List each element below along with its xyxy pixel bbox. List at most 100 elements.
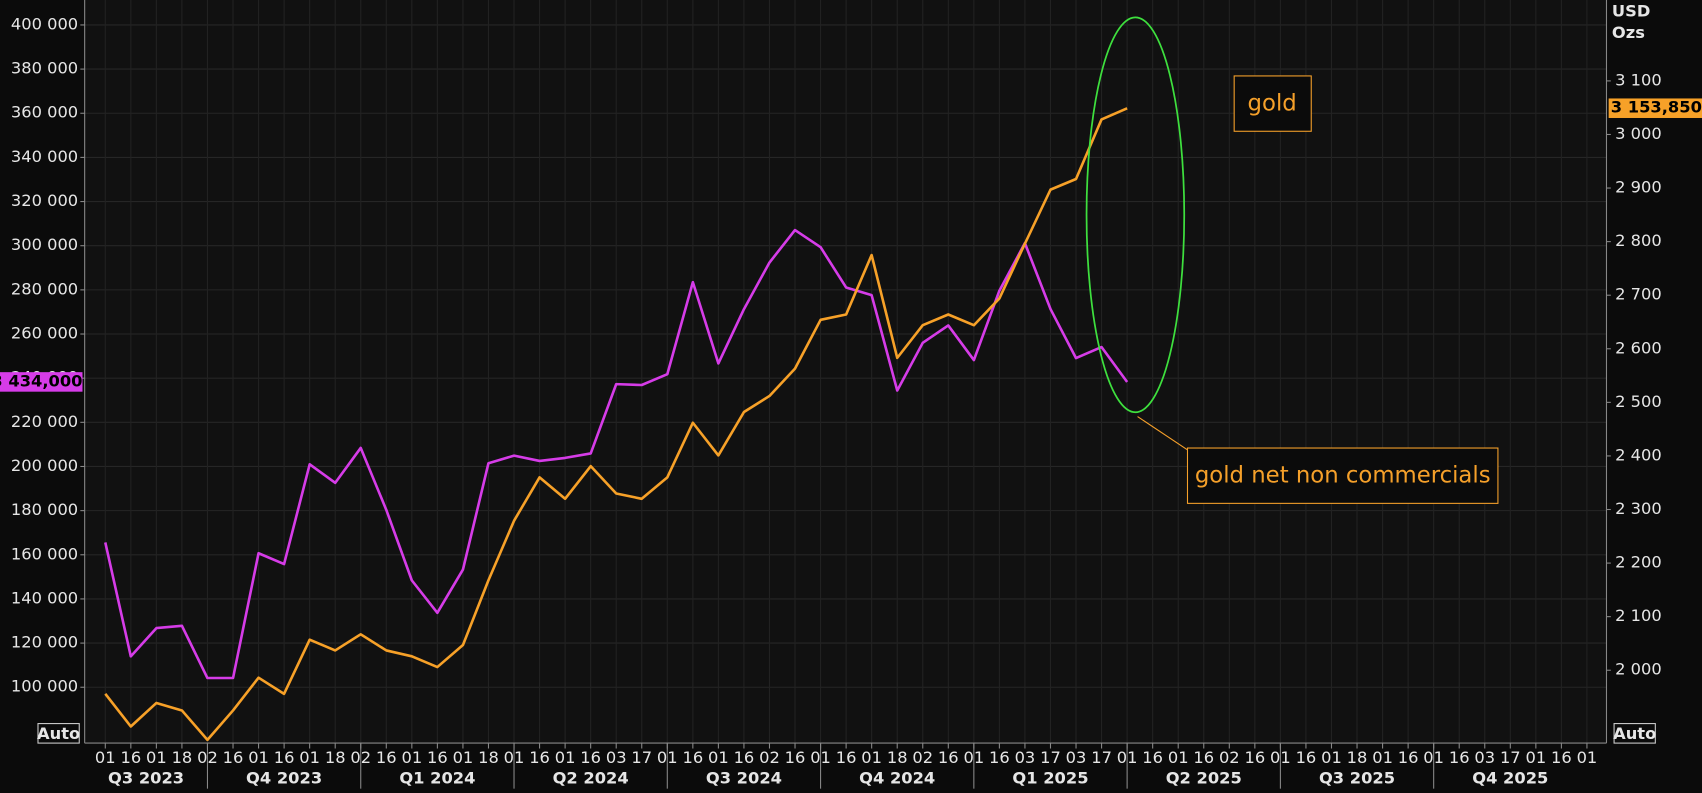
auto-button[interactable] <box>1613 723 1656 744</box>
y2-tick-label: 2 100 <box>1615 606 1662 625</box>
quarter-label: Q4 2025 <box>1472 768 1548 787</box>
x-tick-label: 01 <box>401 748 422 767</box>
y2-tick-label: 2 600 <box>1615 338 1662 357</box>
y-tick-label: 360 000 <box>11 103 78 122</box>
x-tick-label: 16 <box>785 748 806 767</box>
x-tick-label: 01 <box>146 748 167 767</box>
quarter-label: Q2 2025 <box>1166 768 1242 787</box>
y2-tick-label: 2 400 <box>1615 445 1662 464</box>
x-tick-label: 01 <box>1525 748 1546 767</box>
x-tick-label: 17 <box>1040 748 1061 767</box>
x-tick-label: 16 <box>1551 748 1572 767</box>
y-tick-label: 300 000 <box>11 235 78 254</box>
x-tick-label: 01 <box>299 748 320 767</box>
x-tick-label: 16 <box>989 748 1010 767</box>
y2-tick-label: 2 300 <box>1615 499 1662 518</box>
x-tick-label: 16 <box>1296 748 1317 767</box>
y-tick-label: 140 000 <box>11 588 78 607</box>
last-value-tag <box>0 372 83 392</box>
x-tick-label: 16 <box>1244 748 1265 767</box>
x-tick-label: 17 <box>631 748 652 767</box>
x-tick-label: 01 <box>95 748 116 767</box>
last-value-tag-label: 3 434,000 <box>0 371 82 390</box>
x-tick-label: 16 <box>938 748 959 767</box>
x-tick-label: 16 <box>120 748 141 767</box>
x-tick-label: 03 <box>1015 748 1036 767</box>
x-tick-label: 01 <box>1577 748 1598 767</box>
x-tick-label: 01 <box>555 748 576 767</box>
quarter-label: Q3 2024 <box>706 768 782 787</box>
x-tick-label: 17 <box>1091 748 1112 767</box>
quarter-label: Q2 2024 <box>553 768 629 787</box>
quarter-label: Q4 2023 <box>246 768 322 787</box>
x-tick-label: 18 <box>887 748 908 767</box>
x-tick-label: 16 <box>682 748 703 767</box>
series-label: gold net non commercials <box>1195 463 1491 489</box>
quarter-label: Q1 2024 <box>399 768 475 787</box>
x-tick-label: 03 <box>1066 748 1087 767</box>
y2-axis-label: USD <box>1612 1 1650 20</box>
x-tick-label: 03 <box>606 748 627 767</box>
annotation-box <box>1233 75 1312 132</box>
y-tick-label: 400 000 <box>11 14 78 33</box>
y2-tick-label: 2 000 <box>1615 660 1662 679</box>
quarter-label: Q3 2025 <box>1319 768 1395 787</box>
y2-tick-label: 2 900 <box>1615 178 1662 197</box>
x-tick-label: 16 <box>836 748 857 767</box>
x-tick-label: 16 <box>223 748 244 767</box>
quarter-label: Q4 2024 <box>859 768 935 787</box>
x-tick-label: 18 <box>478 748 499 767</box>
series-line <box>104 228 1129 680</box>
grid <box>84 0 1607 744</box>
x-tick-label: 16 <box>529 748 550 767</box>
annotation-box <box>1186 447 1499 504</box>
y-tick-label: 180 000 <box>11 500 78 519</box>
y-tick-label: 160 000 <box>11 544 78 563</box>
x-tick-label: 17 <box>1500 748 1521 767</box>
y2-tick-label: 2 200 <box>1615 553 1662 572</box>
x-tick-label: 16 <box>427 748 448 767</box>
x-tick-label: 16 <box>734 748 755 767</box>
y-tick-label: 100 000 <box>11 677 78 696</box>
y2-tick-label: 2 500 <box>1615 392 1662 411</box>
x-tick-label: 03 <box>1474 748 1495 767</box>
y2-axis-label: Ozs <box>1612 23 1645 42</box>
auto-button[interactable] <box>37 723 80 744</box>
y-tick-label: 340 000 <box>11 147 78 166</box>
x-tick-label: 16 <box>1398 748 1419 767</box>
auto-button-label[interactable]: Auto <box>1613 724 1656 743</box>
x-tick-label: 16 <box>580 748 601 767</box>
last-value-tag-label: 3 153,8500 <box>1611 98 1702 117</box>
x-tick-label: 02 <box>912 748 933 767</box>
y2-tick-label: 2 700 <box>1615 285 1662 304</box>
x-tick-label: 02 <box>1219 748 1240 767</box>
x-tick-label: 01 <box>453 748 474 767</box>
y-tick-label: 320 000 <box>11 191 78 210</box>
x-tick-label: 01 <box>1372 748 1393 767</box>
y-tick-label: 260 000 <box>11 324 78 343</box>
x-tick-label: 18 <box>172 748 193 767</box>
series-line <box>104 107 1128 742</box>
x-tick-label: 01 <box>248 748 269 767</box>
x-tick-label: 01 <box>1168 748 1189 767</box>
x-tick-label: 18 <box>325 748 346 767</box>
y2-tick-label: 2 800 <box>1615 231 1662 250</box>
y-tick-label: 120 000 <box>11 633 78 652</box>
auto-button-label[interactable]: Auto <box>37 724 80 743</box>
x-tick-label: 01 <box>708 748 729 767</box>
x-tick-label: 02 <box>759 748 780 767</box>
highlight-ellipse <box>1085 16 1186 414</box>
y-tick-label: 220 000 <box>11 412 78 431</box>
last-value-tag <box>1608 98 1702 118</box>
x-tick-label: 16 <box>376 748 397 767</box>
x-tick-label: 01 <box>1321 748 1342 767</box>
x-tick-label: 18 <box>1347 748 1368 767</box>
x-tick-label: 01 <box>861 748 882 767</box>
y2-tick-label: 3 100 <box>1615 70 1662 89</box>
lines <box>104 107 1129 742</box>
quarter-label: Q3 2023 <box>108 768 184 787</box>
quarter-label: Q1 2025 <box>1012 768 1088 787</box>
x-tick-label: 16 <box>1449 748 1470 767</box>
series-label: gold <box>1248 91 1297 117</box>
